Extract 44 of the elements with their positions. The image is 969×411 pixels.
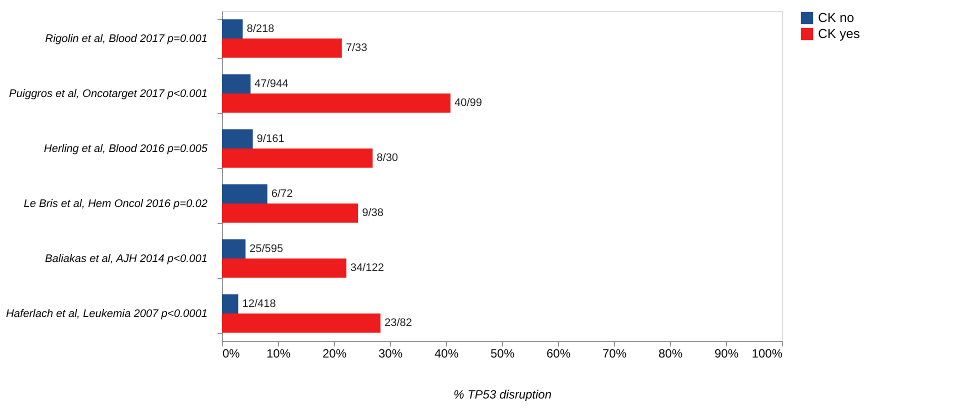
- data-label: 34/122: [350, 262, 384, 274]
- bar: [222, 239, 246, 258]
- y-tick-label: Haferlach et al, Leukemia 2007 p<0.0001: [6, 308, 208, 320]
- x-axis-title: % TP53 disruption: [453, 388, 552, 402]
- bar: [222, 129, 253, 148]
- x-tick-label: 0%: [222, 346, 240, 360]
- legend-label: CK no: [818, 10, 854, 25]
- bar: [222, 294, 238, 314]
- x-tick-label: 70%: [602, 346, 627, 360]
- bar: [222, 38, 342, 58]
- bar: [222, 184, 268, 204]
- data-label: 12/418: [242, 298, 276, 310]
- data-label: 23/82: [384, 317, 412, 330]
- data-label: 8/218: [246, 22, 274, 35]
- y-tick-label: Baliakas et al, AJH 2014 p<0.001: [44, 253, 208, 265]
- x-tick-label: 100%: [752, 346, 783, 360]
- x-tick-label: 10%: [266, 346, 291, 360]
- y-tick-label: Le Bris et al, Hem Oncol 2016 p=0.02: [24, 198, 208, 210]
- y-tick-label: Herling et al, Blood 2016 p=0.005: [44, 143, 208, 155]
- bar: [222, 148, 373, 168]
- data-label: 6/72: [271, 188, 293, 200]
- x-tick-label: 40%: [434, 346, 459, 360]
- data-label: 25/595: [250, 242, 284, 255]
- x-tick-label: 90%: [714, 346, 739, 360]
- x-tick-label: 20%: [322, 346, 347, 360]
- data-label: 9/161: [256, 132, 284, 145]
- data-label: 9/38: [362, 207, 384, 220]
- data-label: 40/99: [454, 97, 482, 110]
- x-tick-label: 80%: [658, 346, 683, 360]
- bar: [222, 204, 358, 223]
- data-label: 8/30: [376, 152, 398, 164]
- bar: [222, 19, 243, 38]
- bar: [222, 314, 380, 333]
- bar: [222, 74, 251, 94]
- x-tick-label: 50%: [490, 346, 515, 360]
- legend-label: CK yes: [818, 26, 860, 41]
- y-tick-label: Puiggros et al, Oncotarget 2017 p<0.001: [9, 88, 208, 100]
- bar: [222, 94, 450, 113]
- y-tick-label: Rigolin et al, Blood 2017 p=0.001: [45, 33, 208, 45]
- x-tick-label: 60%: [546, 346, 571, 360]
- data-label: 47/944: [254, 78, 288, 90]
- bar: [222, 258, 346, 278]
- x-tick-label: 30%: [378, 346, 403, 360]
- data-label: 7/33: [346, 42, 368, 54]
